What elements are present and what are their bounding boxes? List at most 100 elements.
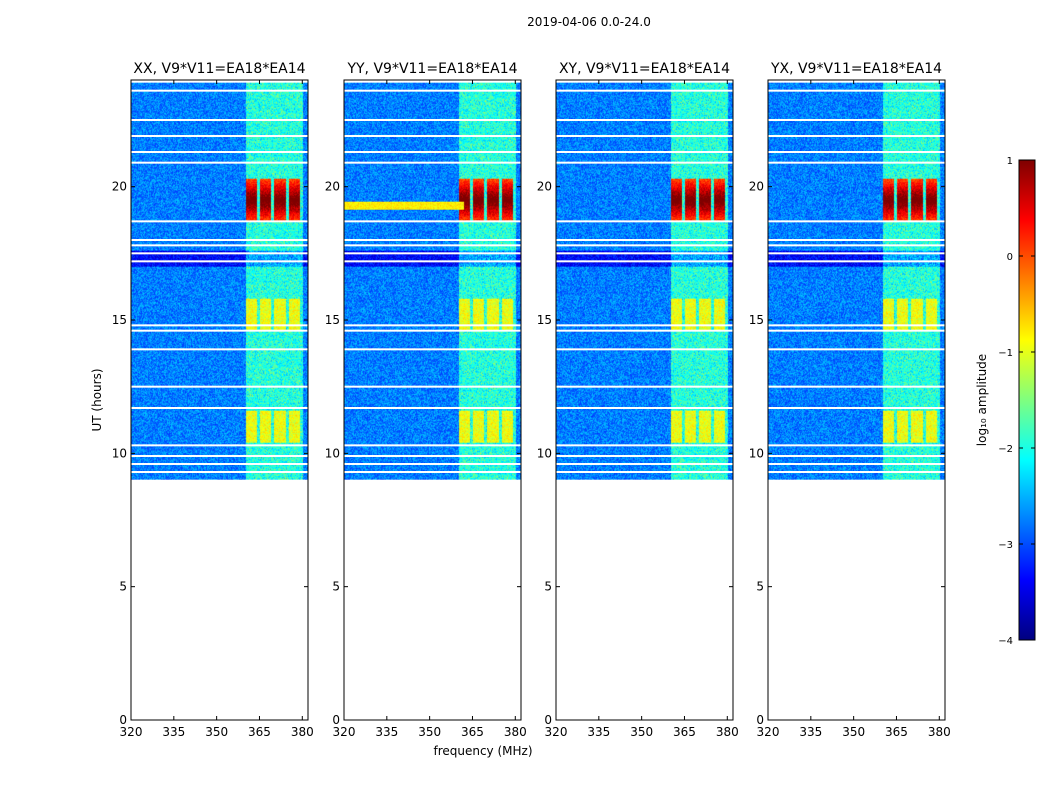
y-tick-label: 20 [112, 180, 127, 194]
x-tick-label: 365 [461, 725, 484, 739]
x-tick-label: 335 [162, 725, 185, 739]
flag-line [344, 260, 521, 263]
x-tick-label: 350 [842, 725, 865, 739]
flag-line [556, 385, 733, 388]
panel-title: XY, V9*V11=EA18*EA14 [559, 61, 730, 77]
colorbar-label: log₁₀ amplitude [975, 354, 989, 446]
flag-line [556, 119, 733, 121]
flag-line [131, 324, 308, 327]
flag-line [768, 385, 945, 388]
flag-line [768, 89, 945, 92]
flag-line [344, 385, 521, 388]
flag-line [344, 348, 521, 351]
flag-line [556, 407, 733, 409]
heatmap-yy [344, 82, 521, 480]
flag-line [556, 463, 733, 465]
x-tick-label: 335 [587, 725, 610, 739]
colorbar-tick-label: −3 [998, 540, 1013, 551]
flag-line [131, 244, 308, 247]
flag-line [556, 348, 733, 351]
colorbar: log₁₀ amplitude −4 −3 −2 −1 0 1 [975, 156, 1036, 647]
y-tick-label: 5 [332, 580, 340, 594]
plot-frame [555, 79, 734, 721]
panel-title: YY, V9*V11=EA18*EA14 [346, 61, 517, 77]
heatmap-xy [556, 82, 733, 480]
flag-line [344, 324, 521, 327]
flag-line [768, 119, 945, 121]
flag-line [768, 260, 945, 263]
x-tick-label: 320 [333, 725, 356, 739]
y-axis-label: UT (hours) [90, 368, 104, 431]
flag-line [344, 252, 521, 255]
flag-line [344, 151, 521, 153]
x-tick-label: 320 [545, 725, 568, 739]
colorbar-tick-label: 0 [1007, 252, 1013, 263]
flag-line [556, 161, 733, 164]
flag-line [131, 385, 308, 388]
x-tick-label: 380 [928, 725, 951, 739]
flag-line [768, 244, 945, 247]
colorbar-tick-label: −2 [998, 444, 1013, 455]
flag-line [344, 455, 521, 457]
flag-line [556, 135, 733, 137]
y-tick-label: 20 [749, 180, 764, 194]
y-tick-label: 10 [112, 446, 127, 460]
flag-line [768, 252, 945, 255]
flag-line [344, 161, 521, 164]
panel-title: XX, V9*V11=EA18*EA14 [133, 61, 305, 77]
y-tick-label: 5 [544, 580, 552, 594]
flag-line [131, 329, 308, 332]
x-tick-label: 320 [120, 725, 143, 739]
panels-group: XX, V9*V11=EA18*EA14 320 335 350 365 380 0 5 10 1… [112, 61, 951, 739]
flag-line [131, 348, 308, 351]
panel-xy: XY, V9*V11=EA18*EA14 320 335 350 365 380 0 5 10 1… [537, 61, 739, 739]
flag-line [556, 239, 733, 241]
x-tick-label: 350 [205, 725, 228, 739]
flag-line [344, 244, 521, 247]
flag-line [131, 252, 308, 255]
colorbar-ticks: −4 −3 −2 −1 0 1 [998, 156, 1035, 647]
y-tick-label: 15 [537, 313, 552, 327]
flag-line [556, 455, 733, 457]
panel-yy: YY, V9*V11=EA18*EA14 320 335 350 365 380 0 5 10 1… [325, 61, 527, 739]
flag-line [556, 151, 733, 153]
plot-frame [130, 79, 309, 721]
flag-line [556, 252, 733, 255]
flag-line [131, 135, 308, 137]
y-tick-label: 10 [537, 446, 552, 460]
panel-yx: YX, V9*V11=EA18*EA14 320 335 350 365 380 0 5 10 1… [749, 61, 951, 739]
y-tick-label: 10 [749, 446, 764, 460]
flag-line [344, 135, 521, 137]
y-tick-label: 20 [537, 180, 552, 194]
colorbar-tick-label: 1 [1007, 156, 1013, 167]
x-tick-label: 365 [248, 725, 271, 739]
x-tick-label: 365 [885, 725, 908, 739]
flag-line [131, 239, 308, 241]
flag-line [344, 407, 521, 409]
flag-line [344, 89, 521, 92]
flag-line [768, 151, 945, 153]
x-tick-label: 350 [630, 725, 653, 739]
flag-line [768, 329, 945, 332]
flag-line [131, 220, 308, 223]
flag-line [768, 161, 945, 164]
flag-line [131, 444, 308, 447]
flag-line [344, 463, 521, 465]
flag-line [768, 444, 945, 447]
x-tick-label: 320 [757, 725, 780, 739]
flag-line [768, 471, 945, 473]
flag-line [131, 455, 308, 457]
y-tick-label: 5 [119, 580, 127, 594]
flag-line [344, 220, 521, 223]
flag-line [768, 407, 945, 409]
flag-line [344, 119, 521, 121]
plot-frame [343, 79, 522, 721]
x-tick-label: 380 [504, 725, 527, 739]
panel-title: YX, V9*V11=EA18*EA14 [770, 61, 942, 77]
flag-line [131, 471, 308, 473]
colorbar-bar [1018, 159, 1036, 641]
flag-line [131, 161, 308, 164]
flag-line [131, 119, 308, 121]
panel-xx: XX, V9*V11=EA18*EA14 320 335 350 365 380 0 5 10 1… [112, 61, 314, 739]
flag-line [131, 260, 308, 263]
